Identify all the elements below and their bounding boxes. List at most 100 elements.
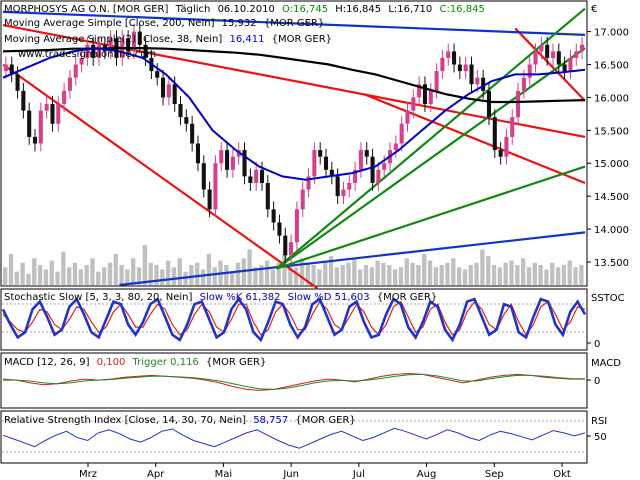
candle-body [271, 209, 276, 223]
volume-bar [299, 258, 305, 285]
volume-bar [294, 267, 299, 285]
volume-bar [433, 267, 438, 285]
volume-bar [200, 269, 206, 285]
price-y-tick-label: 15.500 [594, 126, 629, 137]
candle-body [259, 169, 265, 183]
macd-trigger-line [3, 373, 586, 390]
candle-body [347, 182, 352, 190]
volume-bar [43, 269, 49, 285]
volume-bar [398, 267, 404, 285]
volume-bar [445, 262, 450, 285]
volume-bar [264, 260, 270, 285]
candle-body [131, 31, 136, 52]
legend-close: C:16,845 [439, 4, 484, 15]
macd-label: MACD [12, 26, 9] [4, 357, 90, 368]
candle-body [32, 136, 38, 144]
volume-bar [276, 262, 281, 285]
trend-line-green [275, 47, 586, 270]
candle-body [428, 90, 433, 105]
volume-bar [561, 265, 567, 285]
candle-body [3, 64, 8, 72]
volume-bar [119, 265, 124, 285]
candle-body [67, 77, 72, 91]
candle-body [312, 150, 317, 177]
candle-body [417, 84, 422, 98]
candle-body [62, 90, 67, 105]
volume-bar [55, 271, 60, 285]
volume-bar [369, 267, 374, 285]
candle-body [393, 143, 398, 151]
candle-body [399, 123, 404, 144]
candle-body [481, 77, 486, 91]
volume-bar [328, 256, 334, 285]
candle-body [15, 74, 20, 91]
candle-body [318, 150, 323, 157]
candle-body [376, 169, 381, 183]
price-y-tick-label: 16.500 [594, 61, 629, 72]
x-tick-label: Okt [553, 469, 571, 480]
volume-bar [8, 253, 14, 285]
macd-value: 0,100 [97, 357, 126, 368]
volume-bar [288, 265, 293, 285]
volume-bar [486, 256, 491, 285]
volume-bar [84, 265, 89, 285]
stoch-y-tick: 0 [594, 339, 600, 350]
x-tick-label: Apr [147, 469, 165, 480]
rsi-value: 58,757 [253, 415, 288, 426]
candle-body [201, 163, 206, 190]
volume-bar [270, 269, 276, 285]
price-legend: MORPHOSYS AG O.N. [MOR GER] Täglich 06.1… [4, 4, 485, 60]
volume-bar [544, 269, 549, 285]
candle-body [213, 163, 218, 210]
candle-body [50, 104, 55, 124]
volume-bar [375, 260, 380, 285]
volume-bar [555, 267, 561, 285]
price-y-ticks: 17.000 16.500 16.000 15.500 15.000 14.500 14.0… [587, 28, 629, 269]
candle-body [85, 44, 90, 58]
volume-bar [480, 249, 485, 285]
volume-bar [136, 267, 142, 285]
candle-body [306, 176, 311, 190]
candle-body [550, 51, 556, 58]
volume-bar [392, 269, 398, 285]
volume-bar [72, 262, 78, 285]
macd-name: MACD [591, 358, 621, 369]
candle-body [475, 77, 480, 85]
volume-bar [165, 260, 171, 285]
candle-body [91, 44, 96, 58]
volume-bar [317, 269, 322, 285]
volume-bar [567, 260, 572, 285]
legend-ma200-suffix: {MOR GER} [264, 18, 324, 29]
candle-body [225, 150, 230, 170]
candle-body [166, 84, 171, 98]
volume-bar [212, 267, 217, 285]
candle-body [178, 104, 183, 118]
volume-bar [189, 265, 194, 285]
volume-bar [381, 262, 386, 285]
candle-body [452, 51, 457, 65]
x-tick-label: Jul [352, 469, 365, 480]
volume-bar [107, 262, 113, 285]
candle-body [382, 163, 387, 170]
price-y-tick-label: 14.500 [594, 192, 629, 203]
volume-bar [90, 258, 95, 285]
volume-bar [497, 267, 503, 285]
candle-body [155, 71, 160, 78]
candle-body [562, 64, 567, 72]
candle-body [161, 77, 166, 98]
candle-body [207, 189, 212, 210]
candle-body [411, 97, 416, 111]
candle-body [370, 156, 375, 183]
volume-bar [340, 265, 345, 285]
candle-body [289, 242, 294, 256]
legend-ma38-label: Moving Average Simple(2) [Close, 38, Nei… [4, 34, 222, 45]
candle-body [463, 64, 468, 72]
volume-bar [532, 262, 537, 285]
volume-bar [422, 253, 427, 285]
candle-body [504, 136, 509, 157]
stoch-k-line [1, 296, 587, 343]
price-y-tick-label: 15.000 [594, 159, 629, 170]
candle-body [434, 71, 439, 91]
x-tick-label: Mrz [79, 469, 97, 480]
